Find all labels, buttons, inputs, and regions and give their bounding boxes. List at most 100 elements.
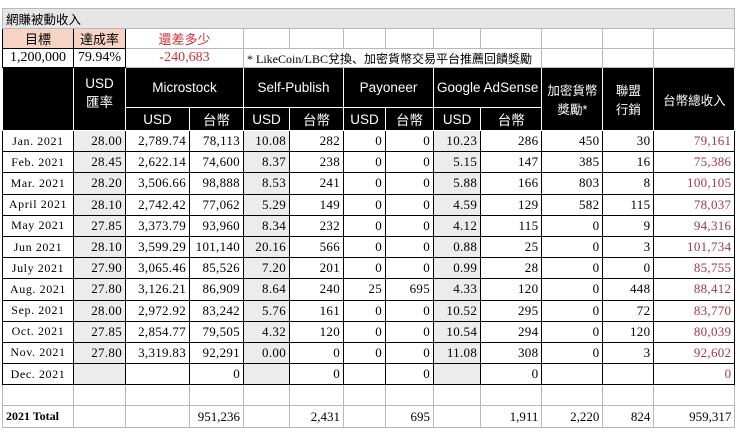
value-cell[interactable]: 4.32 bbox=[243, 320, 290, 343]
cell[interactable] bbox=[653, 48, 736, 68]
month-cell[interactable]: Aug. 2021 bbox=[2, 278, 74, 301]
value-cell[interactable]: 286 bbox=[480, 129, 543, 153]
value-cell[interactable]: 28.45 bbox=[73, 151, 126, 174]
value-cell[interactable]: 79,505 bbox=[189, 320, 244, 343]
value-cell[interactable]: 238 bbox=[289, 151, 344, 174]
cell[interactable] bbox=[2, 384, 74, 407]
month-cell[interactable]: May 2021 bbox=[2, 214, 74, 237]
cell[interactable] bbox=[602, 48, 655, 68]
month-cell[interactable]: Jun 2021 bbox=[2, 235, 74, 259]
value-cell[interactable] bbox=[73, 363, 126, 386]
value-cell[interactable]: 10.54 bbox=[432, 320, 482, 343]
value-cell[interactable]: 120 bbox=[289, 320, 344, 343]
cell[interactable] bbox=[541, 48, 604, 68]
value-cell[interactable]: 27.80 bbox=[73, 341, 126, 365]
value-cell[interactable]: 4.33 bbox=[432, 278, 482, 301]
month-cell[interactable]: Dec. 2021 bbox=[2, 363, 74, 386]
total-cell[interactable] bbox=[432, 405, 482, 429]
value-cell[interactable]: 8.34 bbox=[243, 214, 290, 237]
value-cell[interactable]: 10.23 bbox=[432, 129, 482, 153]
value-cell[interactable]: 0 bbox=[343, 320, 386, 343]
value-cell[interactable]: 85,755 bbox=[653, 257, 736, 280]
total-cell[interactable] bbox=[73, 405, 126, 429]
value-cell[interactable]: 0 bbox=[343, 129, 386, 153]
value-cell[interactable]: 0 bbox=[385, 299, 434, 322]
cell[interactable] bbox=[432, 384, 482, 407]
value-cell[interactable]: 385 bbox=[541, 151, 604, 174]
value-cell[interactable]: 0 bbox=[541, 278, 604, 301]
value-cell[interactable]: 0.99 bbox=[432, 257, 482, 280]
value-cell[interactable]: 72 bbox=[602, 299, 655, 322]
value-cell[interactable]: 0 bbox=[385, 363, 434, 386]
value-cell[interactable]: 0 bbox=[385, 320, 434, 343]
value-cell[interactable]: 8 bbox=[602, 172, 655, 195]
value-cell[interactable]: 93,960 bbox=[189, 214, 244, 237]
value-cell[interactable]: 88,412 bbox=[653, 278, 736, 301]
value-cell[interactable]: 28.00 bbox=[73, 129, 126, 153]
value-cell[interactable] bbox=[432, 363, 482, 386]
value-cell[interactable]: 92,602 bbox=[653, 341, 736, 365]
cell[interactable] bbox=[243, 384, 290, 407]
total-cell[interactable] bbox=[125, 405, 190, 429]
cell[interactable] bbox=[73, 384, 126, 407]
value-cell[interactable]: 0 bbox=[189, 363, 244, 386]
value-cell[interactable]: 83,242 bbox=[189, 299, 244, 322]
month-cell[interactable]: Sep. 2021 bbox=[2, 299, 74, 322]
month-cell[interactable]: Nov. 2021 bbox=[2, 341, 74, 365]
value-cell[interactable]: 147 bbox=[480, 151, 543, 174]
value-cell[interactable] bbox=[541, 363, 604, 386]
value-cell[interactable]: 582 bbox=[541, 193, 604, 216]
value-cell[interactable]: 9 bbox=[602, 214, 655, 237]
value-cell[interactable] bbox=[243, 363, 290, 386]
value-cell[interactable]: 4.12 bbox=[432, 214, 482, 237]
value-cell[interactable]: 2,622.14 bbox=[125, 151, 190, 174]
month-cell[interactable]: April 2021 bbox=[2, 193, 74, 216]
value-cell[interactable]: 3,599.29 bbox=[125, 235, 190, 259]
value-cell[interactable]: 5.76 bbox=[243, 299, 290, 322]
value-cell[interactable]: 0 bbox=[343, 341, 386, 365]
value-cell[interactable]: 75,386 bbox=[653, 151, 736, 174]
value-cell[interactable]: 8.53 bbox=[243, 172, 290, 195]
value-cell[interactable]: 0 bbox=[343, 193, 386, 216]
value-cell[interactable]: 0 bbox=[653, 363, 736, 386]
target-label[interactable]: 目標 bbox=[2, 28, 74, 49]
value-cell[interactable]: 120 bbox=[480, 278, 543, 301]
value-cell[interactable]: 8.64 bbox=[243, 278, 290, 301]
total-cell[interactable] bbox=[243, 405, 290, 429]
value-cell[interactable]: 166 bbox=[480, 172, 543, 195]
value-cell[interactable]: 7.20 bbox=[243, 257, 290, 280]
value-cell[interactable]: 74,600 bbox=[189, 151, 244, 174]
month-cell[interactable]: July 2021 bbox=[2, 257, 74, 280]
cell[interactable] bbox=[343, 384, 386, 407]
value-cell[interactable]: 0 bbox=[541, 257, 604, 280]
rate-value[interactable]: 79.94% bbox=[73, 48, 126, 68]
value-cell[interactable]: 28.10 bbox=[73, 193, 126, 216]
cell[interactable] bbox=[385, 384, 434, 407]
value-cell[interactable]: 232 bbox=[289, 214, 344, 237]
total-cell[interactable] bbox=[343, 405, 386, 429]
cell[interactable] bbox=[125, 384, 190, 407]
value-cell[interactable]: 5.29 bbox=[243, 193, 290, 216]
gap-label[interactable]: 還差多少 bbox=[125, 28, 244, 49]
cell[interactable] bbox=[480, 28, 543, 49]
crypto-note[interactable]: * LikeCoin/LBC兌換、加密貨幣交易平台推薦回饋獎勵 bbox=[242, 48, 543, 68]
value-cell[interactable]: 0 bbox=[541, 235, 604, 259]
value-cell[interactable]: 27.90 bbox=[73, 257, 126, 280]
value-cell[interactable]: 0 bbox=[541, 214, 604, 237]
total-cell[interactable]: 695 bbox=[385, 405, 434, 429]
value-cell[interactable]: 0 bbox=[289, 341, 344, 365]
value-cell[interactable]: 5.88 bbox=[432, 172, 482, 195]
value-cell[interactable]: 0.88 bbox=[432, 235, 482, 259]
value-cell[interactable]: 2,854.77 bbox=[125, 320, 190, 343]
value-cell[interactable]: 161 bbox=[289, 299, 344, 322]
cell[interactable] bbox=[653, 384, 736, 407]
cell[interactable] bbox=[541, 28, 604, 49]
value-cell[interactable]: 86,909 bbox=[189, 278, 244, 301]
rate-label[interactable]: 達成率 bbox=[73, 28, 126, 49]
value-cell[interactable]: 120 bbox=[602, 320, 655, 343]
value-cell[interactable]: 695 bbox=[385, 278, 434, 301]
gap-value[interactable]: -240,683 bbox=[125, 48, 244, 68]
value-cell[interactable]: 282 bbox=[289, 129, 344, 153]
month-cell[interactable]: Jan. 2021 bbox=[2, 129, 74, 153]
value-cell[interactable]: 115 bbox=[480, 214, 543, 237]
